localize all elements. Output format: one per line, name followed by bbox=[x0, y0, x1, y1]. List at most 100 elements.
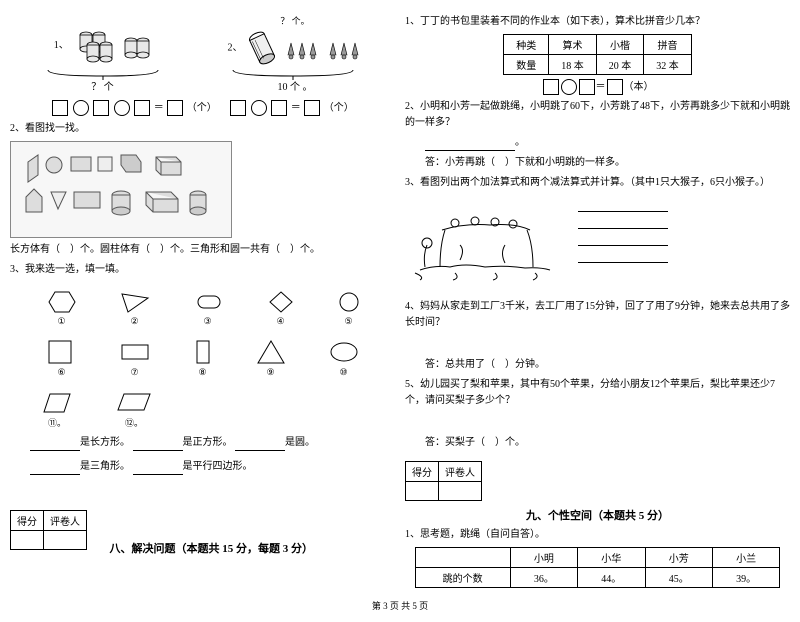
score-section-9: 得分评卷人 bbox=[405, 455, 790, 507]
rq1-title: 1、丁丁的书包里装着不同的作业本（如下表），算术比拼音少几本？ bbox=[405, 14, 790, 30]
label: 是长方形。 bbox=[80, 437, 130, 448]
td: 跳的个数 bbox=[415, 568, 510, 588]
rq3-figure bbox=[405, 195, 790, 285]
eq-op[interactable] bbox=[561, 79, 577, 95]
q1-num2: 2、 bbox=[228, 43, 243, 54]
rq2-ans: 答：小芳再跳（ ）下就和小明跳的一样多。 bbox=[425, 155, 790, 171]
shapes-frame bbox=[10, 141, 232, 238]
shuttlecock-tube bbox=[245, 28, 280, 68]
shape-num: ⑩ bbox=[327, 367, 361, 378]
shuttlecocks bbox=[283, 33, 363, 63]
eq-box[interactable] bbox=[230, 100, 246, 116]
score-section-8: 得分评卷人 八、解决问题（本题共 15 分，每题 3 分） bbox=[10, 504, 395, 556]
blank-line[interactable] bbox=[578, 233, 668, 246]
eq-mid: ＝ bbox=[154, 103, 164, 114]
td: 39。 bbox=[712, 568, 779, 588]
blank-line[interactable] bbox=[578, 216, 668, 229]
shapes-row-2: ⑥ ⑦ ⑧ ⑨ ⑩ bbox=[25, 337, 380, 378]
q1-label2: 10 个 。 bbox=[228, 80, 363, 96]
blank[interactable] bbox=[133, 462, 183, 475]
th: 种类 bbox=[504, 35, 549, 55]
rq6-table: 小明小华小芳小兰 跳的个数36。44。45。39。 bbox=[415, 547, 781, 588]
td: 20 本 bbox=[596, 55, 644, 75]
q3-fill-1: 是长方形。 是正方形。 是圆。 bbox=[30, 435, 395, 451]
grader-label: 评卷人 bbox=[44, 510, 87, 530]
eq-op[interactable] bbox=[73, 100, 89, 116]
brace2 bbox=[228, 68, 358, 80]
right-column: 1、丁丁的书包里装着不同的作业本（如下表），算术比拼音少几本？ 种类算术小楷拼音… bbox=[405, 10, 790, 591]
shape-num: ⑦ bbox=[118, 367, 152, 378]
eq-mid: ＝ bbox=[291, 103, 301, 114]
equation-boxes: ＝ （个） ＝ （个） bbox=[10, 100, 395, 116]
label: 是正方形。 bbox=[183, 437, 233, 448]
blank[interactable] bbox=[30, 438, 80, 451]
rq6-title: 1、思考题，跳绳（自问自答）。 bbox=[405, 527, 790, 543]
shapes-collection bbox=[16, 147, 216, 227]
blank-line[interactable] bbox=[578, 199, 668, 212]
shape-num: ⑨ bbox=[254, 367, 288, 378]
shape-num: ⑫。 bbox=[114, 416, 154, 429]
q1-unknown: ？ 个。 bbox=[228, 14, 363, 28]
answer-lines bbox=[578, 195, 668, 267]
q3-title: 3、我来选一选，填一填。 bbox=[10, 262, 395, 278]
cups-illustration bbox=[71, 23, 151, 68]
blank[interactable] bbox=[30, 462, 80, 475]
blank[interactable] bbox=[235, 438, 285, 451]
shape-num: ⑤ bbox=[337, 316, 361, 327]
q1-label1: ？ 个 bbox=[43, 80, 163, 96]
td: 45。 bbox=[645, 568, 712, 588]
q3-fill-2: 是三角形。 是平行四边形。 bbox=[30, 459, 395, 475]
eq-box[interactable] bbox=[579, 79, 595, 95]
section-9-title: 九、个性空间（本题共 5 分） bbox=[405, 507, 790, 523]
blank[interactable] bbox=[425, 138, 515, 151]
rq1-eq: ＝（本） bbox=[405, 79, 790, 95]
shape-num: ① bbox=[45, 316, 79, 327]
td: 数量 bbox=[504, 55, 549, 75]
rq1-table: 种类算术小楷拼音 数量18 本20 本32 本 bbox=[503, 34, 692, 75]
shapes-row-3: ⑪。 ⑫。 bbox=[40, 388, 380, 429]
rq3-title: 3、看图列出两个加法算式和两个减法算式并计算。（其中1只大猴子，6只小猴子。） bbox=[405, 175, 790, 191]
eq-box[interactable] bbox=[271, 100, 287, 116]
eq-op[interactable] bbox=[114, 100, 130, 116]
rq4-ans: 答：总共用了（ ）分钟。 bbox=[425, 357, 790, 373]
monkeys-illustration bbox=[405, 195, 555, 285]
rq5-title: 5、幼儿园买了梨和苹果，其中有50个苹果，分给小朋友12个苹果后，梨比苹果还少7… bbox=[405, 377, 790, 409]
q1-num1: 1、 bbox=[54, 40, 69, 51]
eq-op[interactable] bbox=[251, 100, 267, 116]
eq-box[interactable] bbox=[134, 100, 150, 116]
th: 拼音 bbox=[644, 35, 692, 55]
blank[interactable] bbox=[133, 438, 183, 451]
shape-num: ⑥ bbox=[45, 367, 79, 378]
q1-illustrations: 1、 ？ 个 ？ 个。 bbox=[10, 14, 395, 96]
th: 算术 bbox=[549, 35, 597, 55]
eq-box[interactable] bbox=[304, 100, 320, 116]
brace bbox=[43, 68, 163, 80]
rq4-title: 4、妈妈从家走到工厂3千米，去工厂用了15分钟，回了了用了9分钟，她来去总共用了… bbox=[405, 299, 790, 331]
eq-box[interactable] bbox=[52, 100, 68, 116]
shapes-row-1: ① ② ③ ④ ⑤ bbox=[25, 288, 380, 327]
eq-unit: （个） bbox=[187, 103, 217, 114]
td: 36。 bbox=[510, 568, 577, 588]
eq-box[interactable] bbox=[607, 79, 623, 95]
score-label: 得分 bbox=[11, 510, 44, 530]
shape-num: ③ bbox=[191, 316, 225, 327]
left-column: 1、 ？ 个 ？ 个。 bbox=[10, 10, 395, 591]
page-footer: 第 3 页 共 5 页 bbox=[10, 599, 790, 612]
eq-box[interactable] bbox=[93, 100, 109, 116]
eq-box[interactable] bbox=[543, 79, 559, 95]
eq-box[interactable] bbox=[167, 100, 183, 116]
label: 是圆。 bbox=[285, 437, 315, 448]
shape-num: ⑧ bbox=[191, 367, 215, 378]
blank-line[interactable] bbox=[578, 250, 668, 263]
punct: 。 bbox=[515, 137, 525, 148]
td: 44。 bbox=[578, 568, 645, 588]
grader-label: 评卷人 bbox=[439, 462, 482, 482]
th: 小楷 bbox=[596, 35, 644, 55]
rq5-ans: 答：买梨子（ ）个。 bbox=[425, 435, 790, 451]
unit: （本） bbox=[624, 81, 654, 92]
rq2-blank: 。 bbox=[425, 135, 790, 151]
score-label: 得分 bbox=[406, 462, 439, 482]
worksheet-page: 1、 ？ 个 ？ 个。 bbox=[10, 10, 790, 591]
td: 32 本 bbox=[644, 55, 692, 75]
q2-title: 2、看图找一找。 bbox=[10, 121, 395, 137]
